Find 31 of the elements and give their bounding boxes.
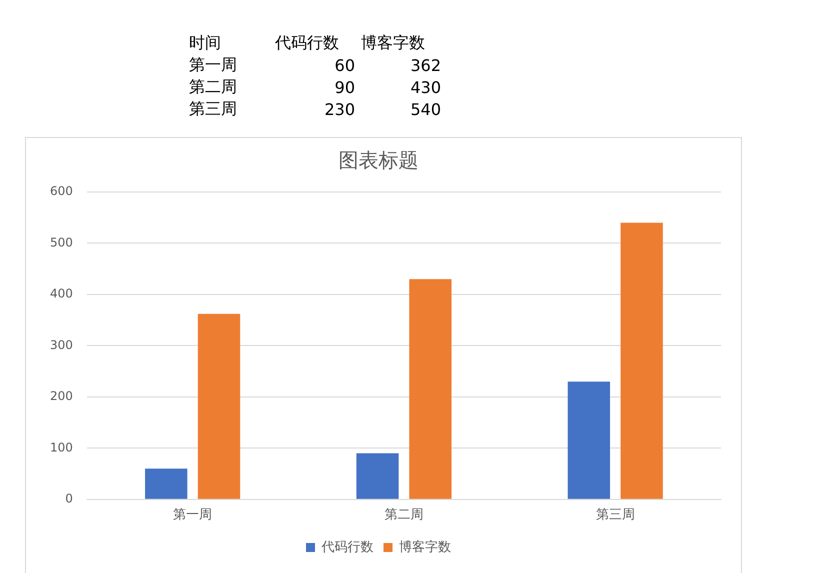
legend-label: 博客字数 bbox=[399, 538, 451, 555]
data-label: 362 bbox=[409, 54, 442, 76]
legend-label: 代码行数 bbox=[320, 540, 374, 555]
bar bbox=[409, 279, 452, 499]
bar bbox=[145, 468, 188, 499]
data-label: 90 bbox=[334, 76, 356, 98]
category-label: 第二周 bbox=[188, 76, 238, 98]
category-label: 第一周 bbox=[188, 54, 238, 76]
data-label: 230 bbox=[323, 98, 356, 120]
bar bbox=[568, 382, 610, 499]
bar bbox=[356, 453, 399, 499]
bar bbox=[198, 314, 240, 499]
text: 博客字数 bbox=[360, 32, 426, 54]
data-label: 60 bbox=[334, 54, 356, 76]
y-tick-label: 0 bbox=[65, 492, 73, 506]
x-tick-label: 第二周 bbox=[384, 508, 424, 523]
category-label: 第三周 bbox=[188, 98, 238, 120]
x-tick-label: 第一周 bbox=[173, 508, 212, 523]
y-tick-label: 500 bbox=[50, 235, 73, 250]
data-label: 430 bbox=[409, 76, 442, 98]
x-tick-label: 第三周 bbox=[596, 508, 635, 523]
data-label: 540 bbox=[409, 98, 442, 120]
y-tick-label: 600 bbox=[50, 184, 73, 198]
y-tick-label: 200 bbox=[50, 389, 73, 404]
text: 时间 bbox=[188, 32, 222, 54]
text: 代码行数 bbox=[274, 32, 340, 54]
chart-title: 图表标题 bbox=[338, 148, 418, 172]
y-tick-label: 100 bbox=[50, 440, 73, 454]
y-tick-label: 400 bbox=[50, 286, 73, 301]
bar bbox=[620, 222, 663, 499]
y-tick-label: 300 bbox=[50, 338, 73, 352]
